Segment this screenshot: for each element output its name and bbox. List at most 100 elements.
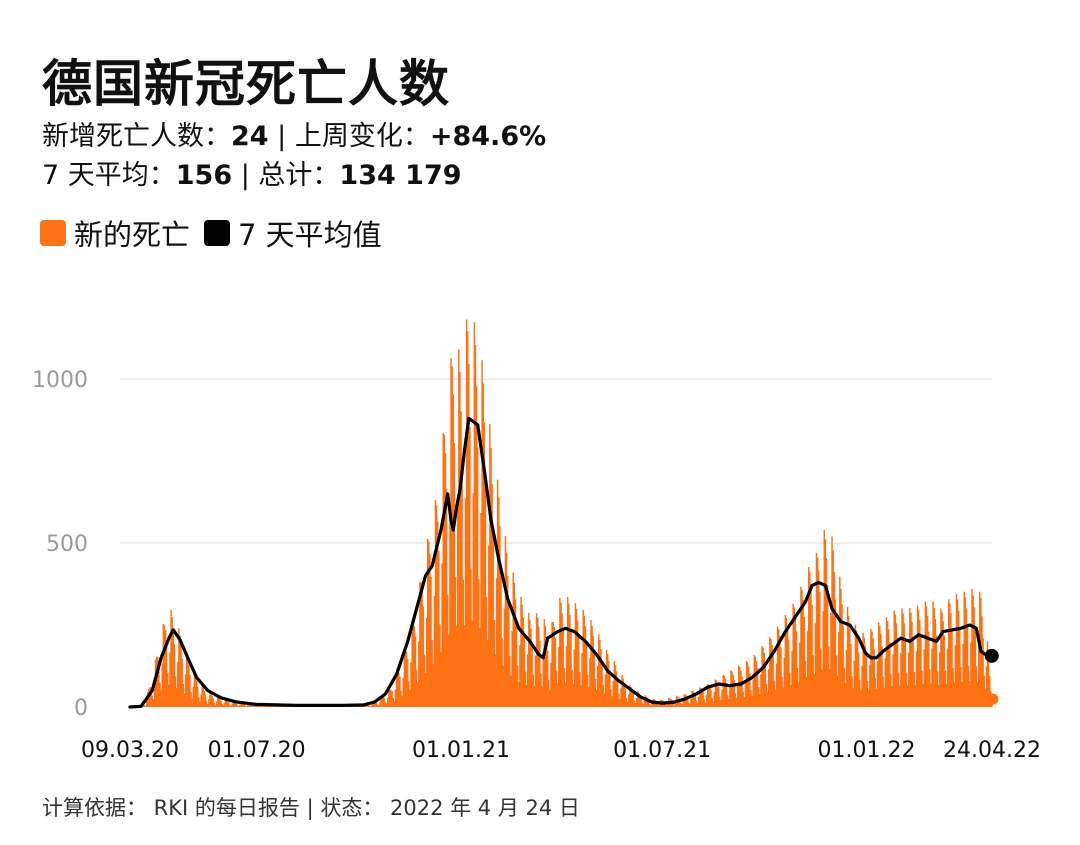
daily-bar — [651, 702, 653, 707]
legend-label-daily: 新的死亡 — [74, 218, 191, 252]
daily-bar — [857, 652, 860, 707]
daily-bar — [930, 683, 932, 707]
daily-bar — [244, 705, 247, 707]
daily-bar — [482, 383, 484, 707]
daily-bar — [504, 535, 507, 707]
daily-bar — [895, 623, 898, 707]
daily-bar — [498, 497, 500, 707]
gridlines — [120, 378, 992, 544]
daily-bar — [496, 479, 499, 707]
x-tick-label: 01.07.20 — [208, 738, 306, 763]
daily-bar — [428, 541, 430, 707]
daily-bar — [492, 528, 494, 707]
daily-bar — [628, 694, 630, 707]
daily-bar — [368, 704, 370, 707]
daily-bar — [426, 538, 429, 707]
daily-bar — [830, 612, 832, 707]
daily-bar — [954, 645, 957, 707]
daily-deaths-value: 24 — [231, 121, 269, 152]
daily-bar — [596, 665, 599, 707]
daily-bar — [976, 681, 979, 707]
daily-bar — [222, 705, 225, 707]
daily-bar — [692, 691, 694, 707]
daily-bar — [576, 620, 579, 707]
daily-bar — [604, 674, 607, 707]
daily-bar — [544, 625, 547, 707]
daily-bar — [639, 694, 641, 707]
daily-bar — [528, 612, 530, 707]
daily-bar — [877, 622, 880, 707]
daily-bar — [977, 643, 980, 707]
daily-bar — [853, 660, 855, 707]
daily-bar — [251, 704, 253, 707]
daily-bar — [666, 702, 669, 707]
daily-bar — [616, 678, 619, 707]
daily-bar — [454, 576, 457, 707]
daily-bar — [230, 705, 232, 707]
daily-bar — [614, 665, 617, 707]
daily-bar — [531, 642, 533, 707]
daily-bar — [696, 702, 699, 707]
daily-bar — [942, 621, 944, 707]
daily-bar — [927, 631, 930, 707]
daily-bar — [648, 700, 650, 707]
daily-bar — [392, 698, 394, 707]
daily-bar — [572, 683, 574, 707]
daily-bar — [686, 697, 689, 707]
daily-bar — [914, 684, 917, 707]
daily-bar — [771, 645, 773, 707]
daily-bar — [738, 665, 740, 707]
daily-bar — [456, 507, 459, 707]
daily-bar — [570, 631, 572, 707]
daily-bar — [480, 512, 482, 707]
daily-bar — [892, 654, 894, 707]
daily-bar — [784, 615, 787, 707]
y-tick-label: 0 — [74, 696, 88, 721]
daily-bar — [854, 624, 857, 707]
daily-bar — [779, 635, 781, 707]
daily-bar — [191, 698, 193, 707]
daily-bar — [640, 697, 642, 707]
daily-bar — [384, 702, 387, 707]
daily-bar — [284, 706, 287, 708]
daily-bar — [423, 654, 426, 707]
daily-bar — [396, 671, 399, 707]
daily-bar — [856, 640, 859, 707]
daily-bar — [411, 622, 413, 707]
seven-day-avg-value: 156 — [175, 160, 233, 191]
daily-bar — [925, 606, 928, 707]
daily-bar — [234, 702, 237, 707]
daily-bar — [461, 458, 463, 707]
daily-bar — [764, 661, 767, 707]
daily-bar — [803, 616, 806, 707]
daily-bar — [538, 626, 540, 707]
daily-bar — [909, 607, 911, 707]
latest-avg-dot — [984, 648, 999, 663]
daily-bar — [217, 697, 219, 707]
daily-bar — [408, 681, 410, 707]
daily-bar — [573, 649, 576, 707]
daily-bar — [205, 701, 208, 707]
daily-bar — [551, 622, 553, 707]
daily-bar — [797, 681, 800, 707]
daily-bar — [550, 662, 552, 707]
daily-bar — [629, 684, 631, 707]
daily-bar — [763, 652, 766, 707]
daily-bar — [626, 701, 629, 707]
daily-bar — [956, 599, 959, 707]
daily-bar — [590, 620, 592, 707]
daily-bar — [881, 646, 883, 707]
daily-bar — [733, 679, 736, 707]
daily-bar — [822, 611, 824, 707]
daily-bar — [885, 617, 888, 707]
daily-bar — [921, 670, 923, 707]
y-tick-label: 1000 — [32, 368, 88, 393]
daily-bar — [983, 675, 985, 707]
daily-bar — [502, 665, 504, 707]
daily-bar — [815, 552, 818, 707]
daily-bar — [161, 663, 163, 707]
daily-bar — [149, 687, 151, 707]
daily-bar — [750, 690, 752, 707]
daily-bar — [987, 658, 990, 707]
daily-bar — [229, 704, 231, 707]
